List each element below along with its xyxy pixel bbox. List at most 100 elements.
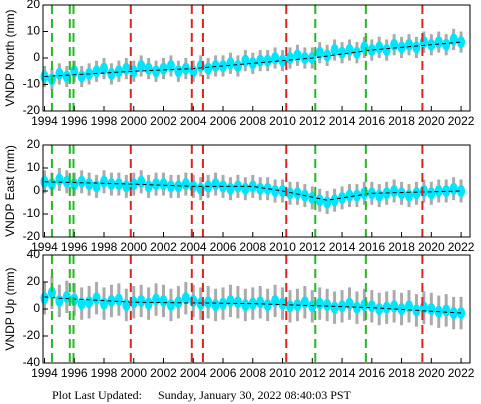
point: [315, 46, 324, 59]
point: [137, 59, 146, 72]
x-tick-label: 2010: [269, 114, 296, 128]
y-tick-label: 40: [27, 247, 41, 261]
point: [107, 178, 116, 191]
point: [70, 178, 79, 191]
point: [442, 304, 451, 317]
point: [442, 38, 451, 51]
point: [345, 297, 354, 310]
point: [256, 54, 265, 67]
point: [419, 36, 428, 49]
x-tick-label: 2006: [210, 240, 237, 254]
point: [144, 297, 153, 310]
point: [174, 65, 183, 78]
y-tick-label: -20: [23, 103, 41, 117]
x-tick-label: 1998: [91, 366, 118, 380]
x-tick-label: 2002: [150, 114, 177, 128]
y-tick-label: 20: [27, 137, 41, 151]
point: [152, 178, 161, 191]
x-tick-label: 2014: [329, 114, 356, 128]
point: [390, 38, 399, 51]
point: [382, 44, 391, 57]
x-tick-label: 1996: [61, 366, 88, 380]
point: [137, 294, 146, 307]
point: [427, 187, 436, 200]
point: [174, 180, 183, 193]
x-tick-label: 1994: [31, 114, 58, 128]
point: [278, 297, 287, 310]
point: [442, 185, 451, 197]
point: [419, 185, 428, 197]
x-tick-label: 1998: [91, 240, 118, 254]
x-tick-label: 2022: [448, 240, 475, 254]
x-tick-label: 2004: [180, 114, 207, 128]
point: [345, 189, 354, 202]
point: [352, 301, 361, 314]
point: [405, 300, 413, 313]
x-tick-label: 2010: [269, 240, 296, 254]
x-tick-label: 2020: [418, 366, 445, 380]
point: [181, 292, 190, 305]
point: [248, 297, 257, 310]
y-tick-label: 0: [33, 50, 40, 64]
point: [55, 294, 64, 307]
y-tick-label: -40: [23, 355, 41, 369]
point: [100, 62, 108, 75]
x-tick-label: 1996: [61, 114, 88, 128]
x-tick-label: 2004: [180, 366, 207, 380]
x-tick-label: 2006: [210, 366, 237, 380]
point: [375, 303, 384, 315]
x-tick-label: 2000: [120, 366, 147, 380]
point: [449, 33, 458, 46]
point: [144, 62, 153, 75]
point: [338, 191, 347, 204]
y-tick-label: -20: [23, 229, 41, 243]
x-tick-label: 2016: [358, 240, 385, 254]
point: [412, 187, 421, 200]
point: [315, 297, 324, 310]
point: [405, 38, 413, 51]
x-tick-label: 2002: [150, 366, 177, 380]
x-tick-label: 2010: [269, 366, 296, 380]
y-tick-label: 0: [33, 183, 40, 197]
point: [315, 194, 324, 207]
point: [338, 46, 347, 59]
point: [241, 54, 250, 67]
point: [419, 301, 428, 314]
point: [159, 178, 168, 191]
point: [85, 296, 94, 309]
x-tick-label: 1994: [31, 366, 58, 380]
point: [427, 303, 436, 315]
point: [285, 300, 294, 313]
x-tick-label: 2012: [299, 240, 326, 254]
point: [40, 292, 49, 305]
point: [211, 59, 220, 72]
x-tick-label: 2008: [239, 366, 266, 380]
point: [293, 187, 302, 200]
point: [434, 36, 443, 49]
point: [293, 49, 302, 62]
point: [397, 187, 406, 200]
point: [100, 297, 108, 310]
point: [330, 301, 339, 314]
point: [375, 189, 384, 202]
model-line: [44, 181, 462, 201]
point: [107, 294, 116, 307]
point: [271, 52, 280, 64]
x-tick-label: 2008: [239, 240, 266, 254]
x-tick-label: 2012: [299, 366, 326, 380]
point: [226, 57, 235, 70]
point: [77, 175, 86, 188]
point: [412, 41, 421, 54]
x-tick-label: 2006: [210, 114, 237, 128]
point: [382, 301, 391, 314]
x-tick-label: 2020: [418, 240, 445, 254]
x-tick-label: 2004: [180, 240, 207, 254]
x-tick-label: 1996: [61, 240, 88, 254]
point: [457, 36, 466, 49]
point: [47, 178, 56, 191]
y-tick-label: -20: [23, 328, 41, 342]
point: [248, 57, 257, 70]
point: [263, 298, 272, 311]
y-tick-label: -10: [23, 77, 41, 91]
